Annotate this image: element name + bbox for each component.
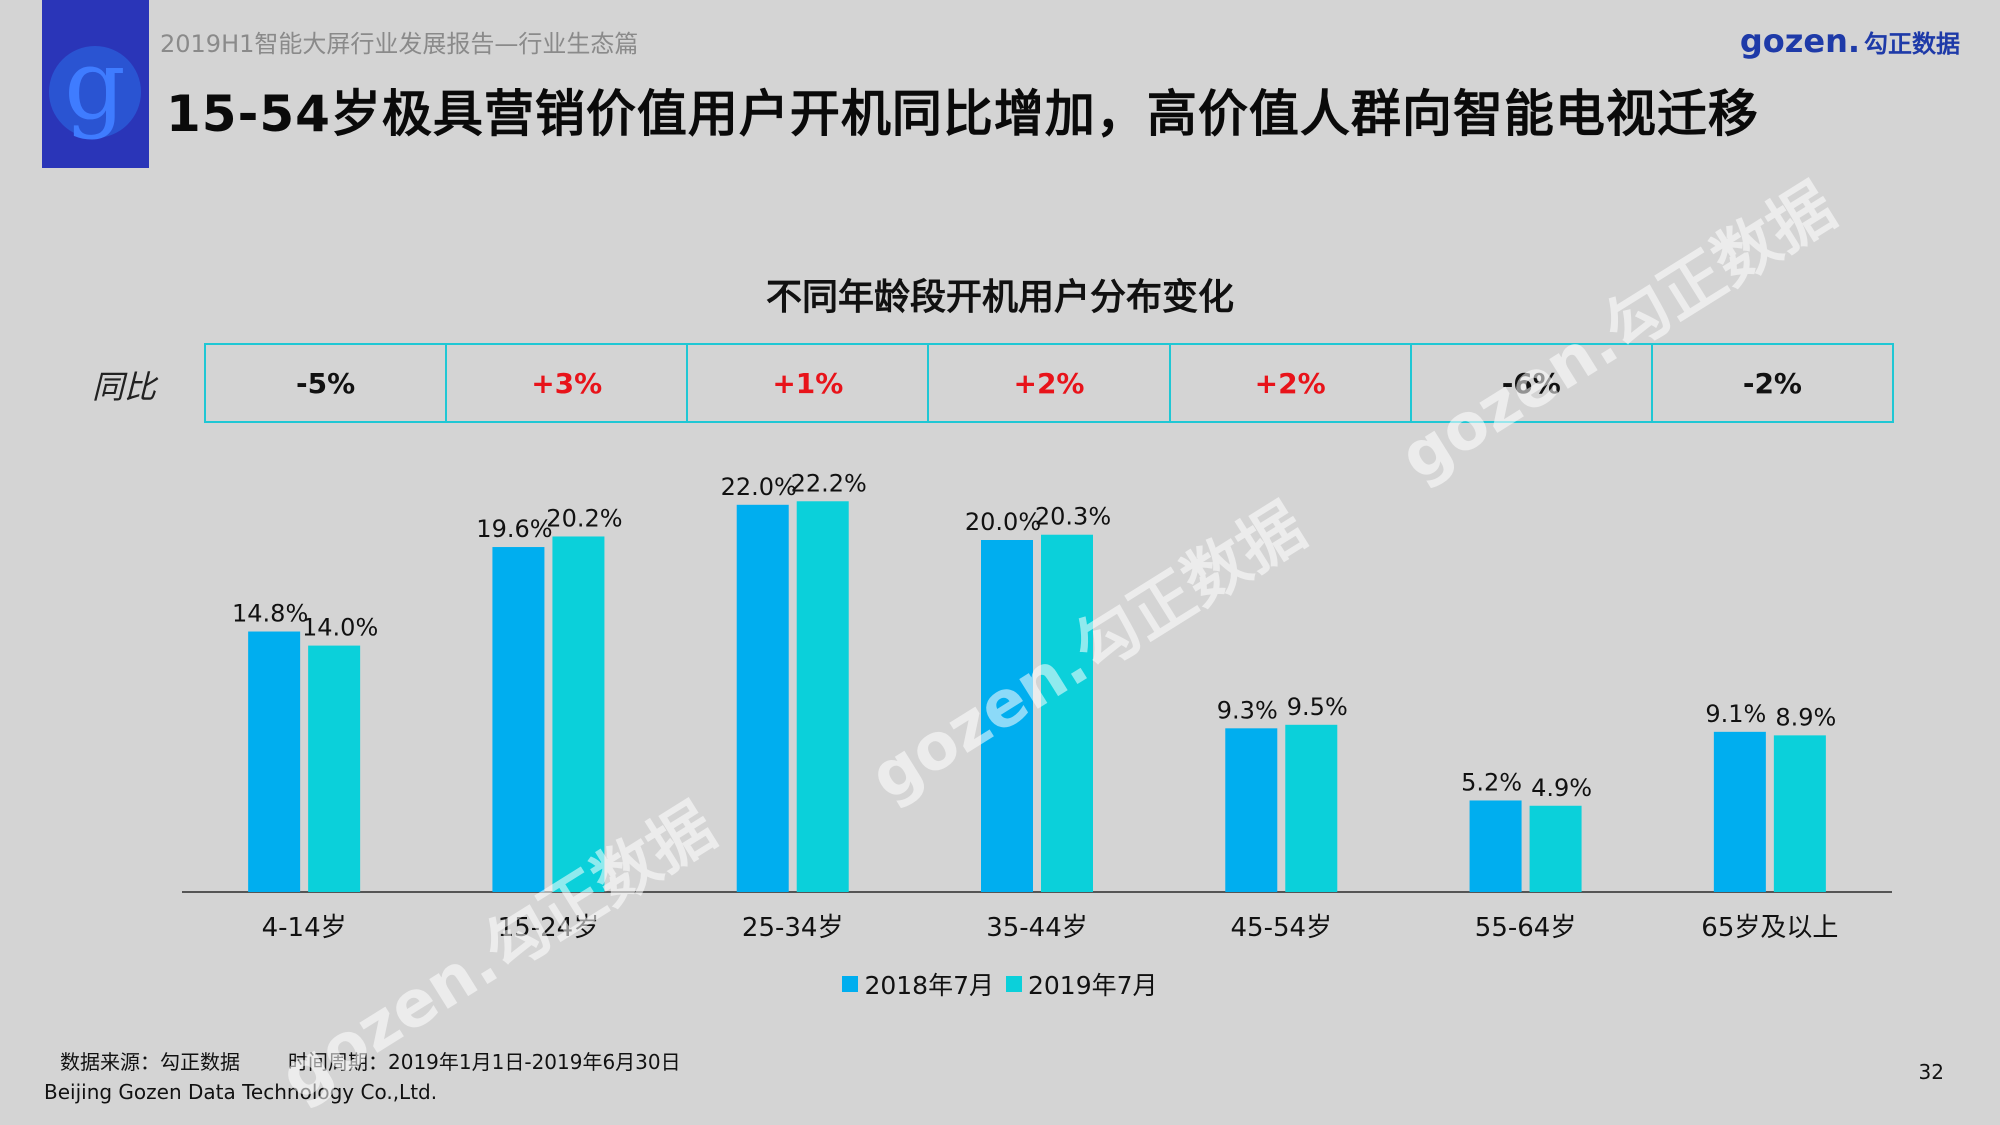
data-label: 20.3% <box>1035 503 1111 531</box>
bar-2019 <box>1529 805 1582 892</box>
bar-2019 <box>308 645 361 892</box>
data-label: 20.0% <box>965 508 1041 536</box>
report-subtitle: 2019H1智能大屏行业发展报告—行业生态篇 <box>160 30 639 58</box>
bar-2018 <box>1225 728 1278 892</box>
yoy-cell: +2% <box>1171 345 1412 421</box>
bar-2018 <box>1469 800 1522 892</box>
bar-2018 <box>736 504 789 892</box>
data-label: 9.3% <box>1217 696 1278 724</box>
bar-2018 <box>248 631 301 892</box>
bar-2018 <box>492 547 545 892</box>
chart-title: 不同年龄段开机用户分布变化 <box>765 277 1234 318</box>
data-label: 8.9% <box>1775 703 1836 731</box>
x-tick-label: 45-54岁 <box>1231 913 1333 943</box>
data-label: 22.0% <box>721 473 797 501</box>
data-label: 5.2% <box>1461 768 1522 796</box>
x-tick-label: 65岁及以上 <box>1701 913 1838 943</box>
data-label: 14.0% <box>302 614 378 642</box>
legend-label-2019: 2019年7月 <box>1028 971 1158 1000</box>
brand-logo: gozen. 勾正数据 <box>1740 22 1960 60</box>
bar-2019 <box>1773 735 1826 892</box>
legend-item-2019: 2019年7月 <box>1006 966 1158 1002</box>
time-period: 时间周期：2019年1月1日-2019年6月30日 <box>288 1050 681 1074</box>
bar-2019 <box>552 536 605 892</box>
brand-cn: 勾正数据 <box>1864 30 1960 58</box>
company-name: Beijing Gozen Data Technology Co.,Ltd. <box>44 1080 438 1104</box>
yoy-cell: -6% <box>1412 345 1653 421</box>
legend-swatch-2018 <box>842 976 859 992</box>
bar-2018 <box>981 540 1033 892</box>
bar-2019 <box>1285 724 1338 892</box>
data-label: 9.5% <box>1287 693 1348 721</box>
bar-2019 <box>1041 534 1093 892</box>
data-label: 14.8% <box>232 600 308 628</box>
yoy-label: 同比 <box>92 368 157 406</box>
data-label: 20.2% <box>546 504 622 532</box>
chart-legend: 2018年7月 2019年7月 <box>0 966 2000 1002</box>
yoy-cell: +1% <box>688 345 930 421</box>
x-tick-label: 15-24岁 <box>498 913 600 943</box>
data-label: 4.9% <box>1531 774 1592 802</box>
x-tick-label: 35-44岁 <box>986 913 1088 943</box>
logo-letter: g <box>64 30 125 141</box>
x-tick-label: 25-34岁 <box>742 913 844 943</box>
data-label: 19.6% <box>476 515 552 543</box>
yoy-cell: -2% <box>1742 366 1802 400</box>
legend-item-2018: 2018年7月 <box>842 966 994 1002</box>
data-source: 数据来源：勾正数据 <box>60 1050 240 1074</box>
yoy-cell: -5% <box>206 345 448 421</box>
legend-swatch-2019 <box>1006 976 1022 992</box>
data-label: 22.2% <box>791 469 867 497</box>
page-number: 32 <box>1918 1060 1944 1084</box>
gozen-logo-box: g <box>42 0 149 168</box>
page-title: 15-54岁极具营销价值用户开机同比增加，高价值人群向智能电视迁移 <box>166 85 1759 143</box>
bar-2019 <box>796 501 849 892</box>
yoy-cell: +3% <box>447 345 689 421</box>
x-tick-label: 4-14岁 <box>262 913 347 943</box>
data-label: 9.1% <box>1705 700 1766 728</box>
data-source-note: 数据来源：勾正数据 时间周期：2019年1月1日-2019年6月30日 <box>60 1046 681 1075</box>
gozen-g-logo-icon: g <box>49 30 141 141</box>
yoy-cell: +2% <box>929 345 1171 421</box>
bar-2018 <box>1713 731 1766 892</box>
brand-latin: gozen. <box>1739 22 1860 60</box>
x-tick-label: 55-64岁 <box>1475 913 1577 943</box>
legend-label-2018: 2018年7月 <box>864 971 994 1000</box>
yoy-table: -5% +3% +1% +2% +2% -6% -2% <box>204 343 1894 423</box>
